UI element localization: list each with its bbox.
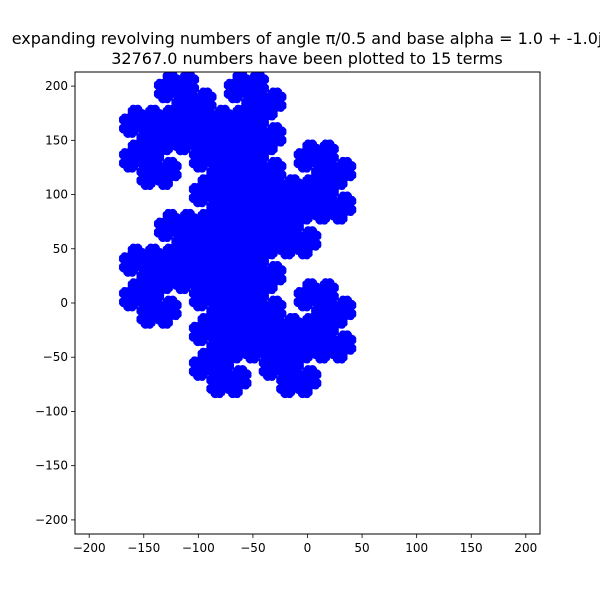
scatter-point (295, 292, 302, 299)
scatter-point (321, 283, 328, 290)
scatter-point (287, 370, 294, 377)
scatter-point (313, 292, 320, 299)
scatter-point (304, 318, 311, 325)
scatter-point (304, 335, 311, 342)
scatter-point (321, 318, 328, 325)
chart-title-line2: 32767.0 numbers have been plotted to 15 … (111, 49, 502, 68)
scatter-point (278, 379, 285, 386)
scatter-point (287, 353, 294, 360)
scatter-point (287, 335, 294, 342)
scatter-point (321, 301, 328, 308)
scatter-point (339, 335, 346, 342)
scatter-point (278, 361, 285, 368)
scatter-point (287, 318, 294, 325)
scatter-point (295, 301, 302, 308)
scatter-point (295, 379, 302, 386)
scatter-point (304, 292, 311, 299)
scatter-points (118, 72, 357, 399)
scatter-point (330, 344, 337, 351)
chart-title-line1: expanding revolving numbers of angle π/0… (12, 29, 600, 48)
scatter-point (321, 335, 328, 342)
scatter-point (304, 370, 311, 377)
scatter-point (252, 301, 259, 308)
scatter-point (304, 283, 311, 290)
scatter-point (339, 301, 346, 308)
